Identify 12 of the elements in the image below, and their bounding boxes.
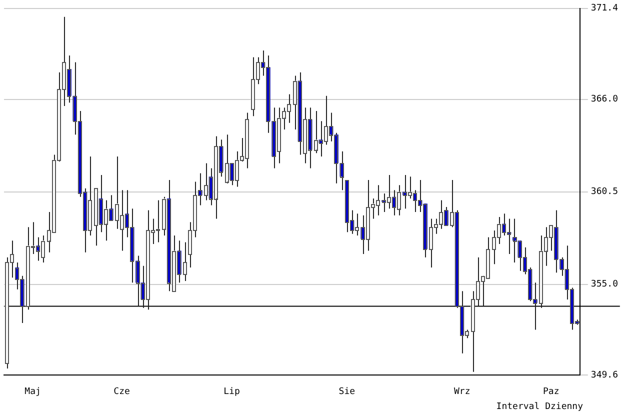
x-tick-label: Wrz xyxy=(454,386,470,397)
x-tick-label: Maj xyxy=(24,386,41,397)
y-tick-label: 349.6 xyxy=(590,370,618,381)
x-tick-label: Sie xyxy=(338,386,356,397)
y-tick-label: 355.0 xyxy=(590,280,618,290)
y-tick-label: 360.5 xyxy=(590,187,618,198)
x-tick-label: Cze xyxy=(114,386,130,397)
y-tick-label: 371.4 xyxy=(590,4,618,14)
x-tick-label: Lip xyxy=(224,386,240,397)
y-tick-label: 366.0 xyxy=(590,94,618,105)
text: Interval Dzienny xyxy=(496,402,583,412)
x-tick-label: Paz xyxy=(542,386,560,397)
